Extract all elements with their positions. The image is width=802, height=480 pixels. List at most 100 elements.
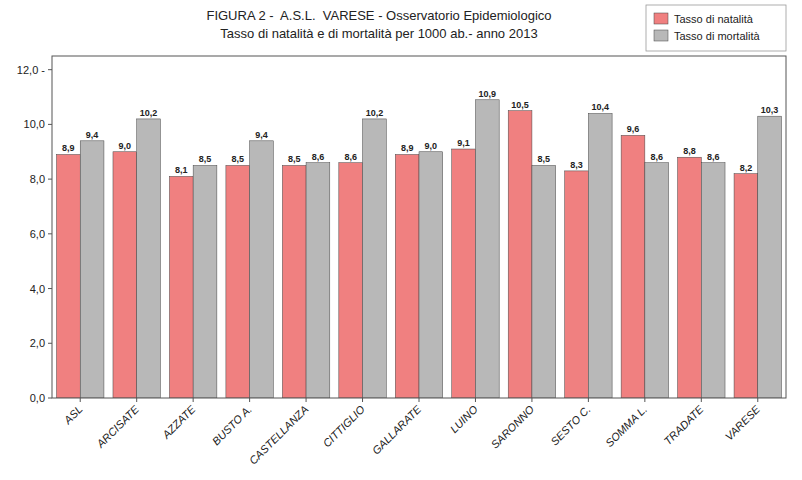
x-tick-label: TRADATE	[662, 402, 707, 447]
data-label: 8,9	[62, 143, 75, 153]
y-tick-label: 8,0	[30, 173, 45, 185]
data-label: 9,0	[425, 141, 438, 151]
y-tick	[48, 69, 52, 70]
data-label: 10,2	[366, 108, 384, 118]
data-label: 10,2	[140, 108, 158, 118]
x-tick	[249, 398, 250, 402]
data-label: 8,8	[683, 146, 696, 156]
x-tick-label: AZZATE	[159, 402, 198, 441]
x-tick	[644, 398, 645, 402]
y-tick-label: 2,0	[30, 337, 45, 349]
data-label: 8,5	[538, 154, 551, 164]
data-label: 9,6	[627, 124, 640, 134]
legend-label: Tasso di mortalità	[674, 30, 760, 42]
y-tick-label: 6,0	[30, 228, 45, 240]
bar	[226, 165, 250, 398]
bar	[588, 113, 612, 398]
data-label: 8,6	[344, 152, 357, 162]
y-axis: 0,0 2,0 4,0 6,0 8,0 10,0 12,0 -	[17, 64, 52, 404]
data-label: 9,4	[255, 130, 268, 140]
data-label: 8,2	[740, 163, 753, 173]
data-label: 10,5	[511, 100, 529, 110]
bar	[565, 171, 589, 398]
title: FIGURA 2 - A.S.L. VARESE - Osservatorio …	[206, 8, 551, 23]
data-label: 10,3	[761, 105, 779, 115]
subtitle: Tasso di natalità e di mortalità per 100…	[220, 26, 537, 41]
y-tick-label: 4,0	[30, 283, 45, 295]
y-tick-label: 10,0	[24, 118, 45, 130]
bar	[57, 154, 81, 398]
x-tick-label: SARONNO	[489, 403, 537, 451]
data-label: 8,5	[288, 154, 301, 164]
x-tick-label: CASTELLANZA	[247, 403, 311, 467]
bar	[395, 154, 419, 398]
bar	[80, 141, 104, 398]
x-tick-label: BUSTO A.	[210, 403, 254, 447]
bar	[339, 163, 363, 398]
data-label: 9,0	[119, 141, 132, 151]
data-label: 9,1	[457, 138, 470, 148]
data-label: 10,4	[591, 102, 609, 112]
legend-swatch	[654, 30, 668, 41]
x-axis: ASL ARCISATE AZZATE BUSTO A.CASTELLANZACITT…	[61, 398, 763, 467]
x-tick	[362, 398, 363, 402]
data-label: 8,3	[570, 160, 583, 170]
x-tick	[80, 398, 81, 402]
x-tick-label: VARESE	[723, 402, 763, 442]
bar	[137, 119, 161, 398]
y-tick-label: 0,0	[30, 392, 45, 404]
x-tick-label: ASL	[61, 403, 85, 427]
bar	[508, 111, 532, 398]
data-label: 8,5	[232, 154, 245, 164]
y-tick	[48, 179, 52, 180]
y-tick	[48, 343, 52, 344]
data-label: 9,4	[86, 130, 99, 140]
bar	[363, 119, 387, 398]
x-tick-label: ARCISATE	[94, 402, 142, 450]
data-labels: 8,99,08,18,58,58,68,99,110,58,39,68,88,2…	[62, 89, 778, 176]
x-tick-label: SESTO C.	[548, 403, 593, 448]
bar	[113, 152, 137, 398]
chart: 0,0 2,0 4,0 6,0 8,0 10,0 12,0 - ASL ARCISATE AZZA…	[0, 0, 802, 480]
x-tick	[193, 398, 194, 402]
x-tick	[701, 398, 702, 402]
bar	[169, 176, 193, 398]
bar	[678, 157, 702, 398]
bars	[57, 100, 782, 398]
bar	[758, 116, 782, 398]
x-tick	[588, 398, 589, 402]
bar	[306, 163, 330, 398]
data-label: 8,1	[175, 165, 188, 175]
legend: Tasso di natalità Tasso di mortalità	[646, 5, 786, 51]
x-tick-label: CITTIGLIO	[320, 403, 367, 450]
data-label: 8,6	[312, 152, 325, 162]
legend-frame	[646, 5, 786, 51]
bar	[645, 163, 669, 398]
data-label: 8,5	[199, 154, 212, 164]
bar	[419, 152, 443, 398]
legend-swatch	[654, 13, 668, 24]
x-tick-label: GALLARATE	[370, 402, 424, 456]
y-tick-label: 12,0 -	[17, 64, 45, 76]
y-tick	[48, 124, 52, 125]
bar	[475, 100, 499, 398]
legend-label: Tasso di natalità	[674, 13, 754, 25]
x-tick	[306, 398, 307, 402]
bar	[701, 163, 725, 398]
data-label: 8,6	[650, 152, 663, 162]
x-tick	[136, 398, 137, 402]
data-label: 8,6	[707, 152, 720, 162]
bar	[621, 135, 645, 398]
x-tick	[757, 398, 758, 402]
bar	[532, 165, 556, 398]
x-tick	[475, 398, 476, 402]
bar	[193, 165, 217, 398]
x-tick-label: SOMMA L.	[603, 403, 649, 449]
bar	[452, 149, 476, 398]
x-tick	[531, 398, 532, 402]
y-tick	[48, 398, 52, 399]
bar	[734, 174, 758, 398]
x-tick	[419, 398, 420, 402]
data-label: 10,9	[479, 89, 497, 99]
y-tick	[48, 233, 52, 234]
